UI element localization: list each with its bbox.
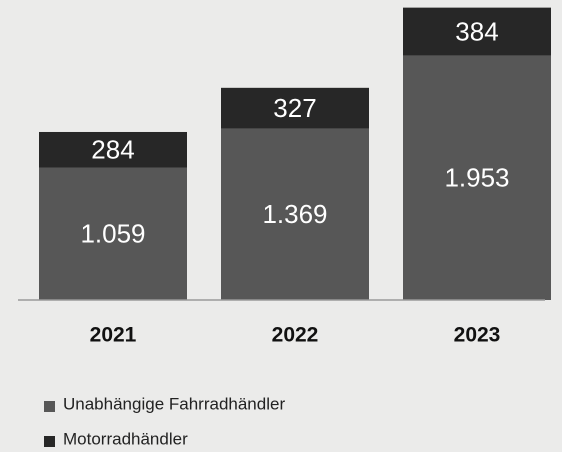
- legend-swatch: [44, 436, 55, 447]
- value-label: 1.953: [444, 163, 509, 193]
- x-tick-label: 2021: [90, 324, 137, 347]
- bar-segment: [39, 167, 187, 300]
- value-label: 284: [91, 135, 134, 165]
- bar-segment: [403, 55, 551, 300]
- bar-segment: [403, 7, 551, 56]
- bar-segment: [221, 128, 369, 300]
- value-label: 384: [455, 17, 498, 47]
- x-tick-label: 2022: [272, 324, 319, 347]
- legend-label: Motorradhändler: [63, 429, 188, 448]
- bar-segment: [221, 87, 369, 129]
- legend-label: Unabhängige Fahrradhändler: [63, 394, 285, 413]
- bar-segment: [39, 131, 187, 168]
- legend-swatch: [44, 401, 55, 412]
- value-label: 1.059: [80, 219, 145, 249]
- x-tick-label: 2023: [454, 324, 501, 347]
- value-label: 327: [273, 93, 316, 123]
- value-label: 1.369: [262, 199, 327, 229]
